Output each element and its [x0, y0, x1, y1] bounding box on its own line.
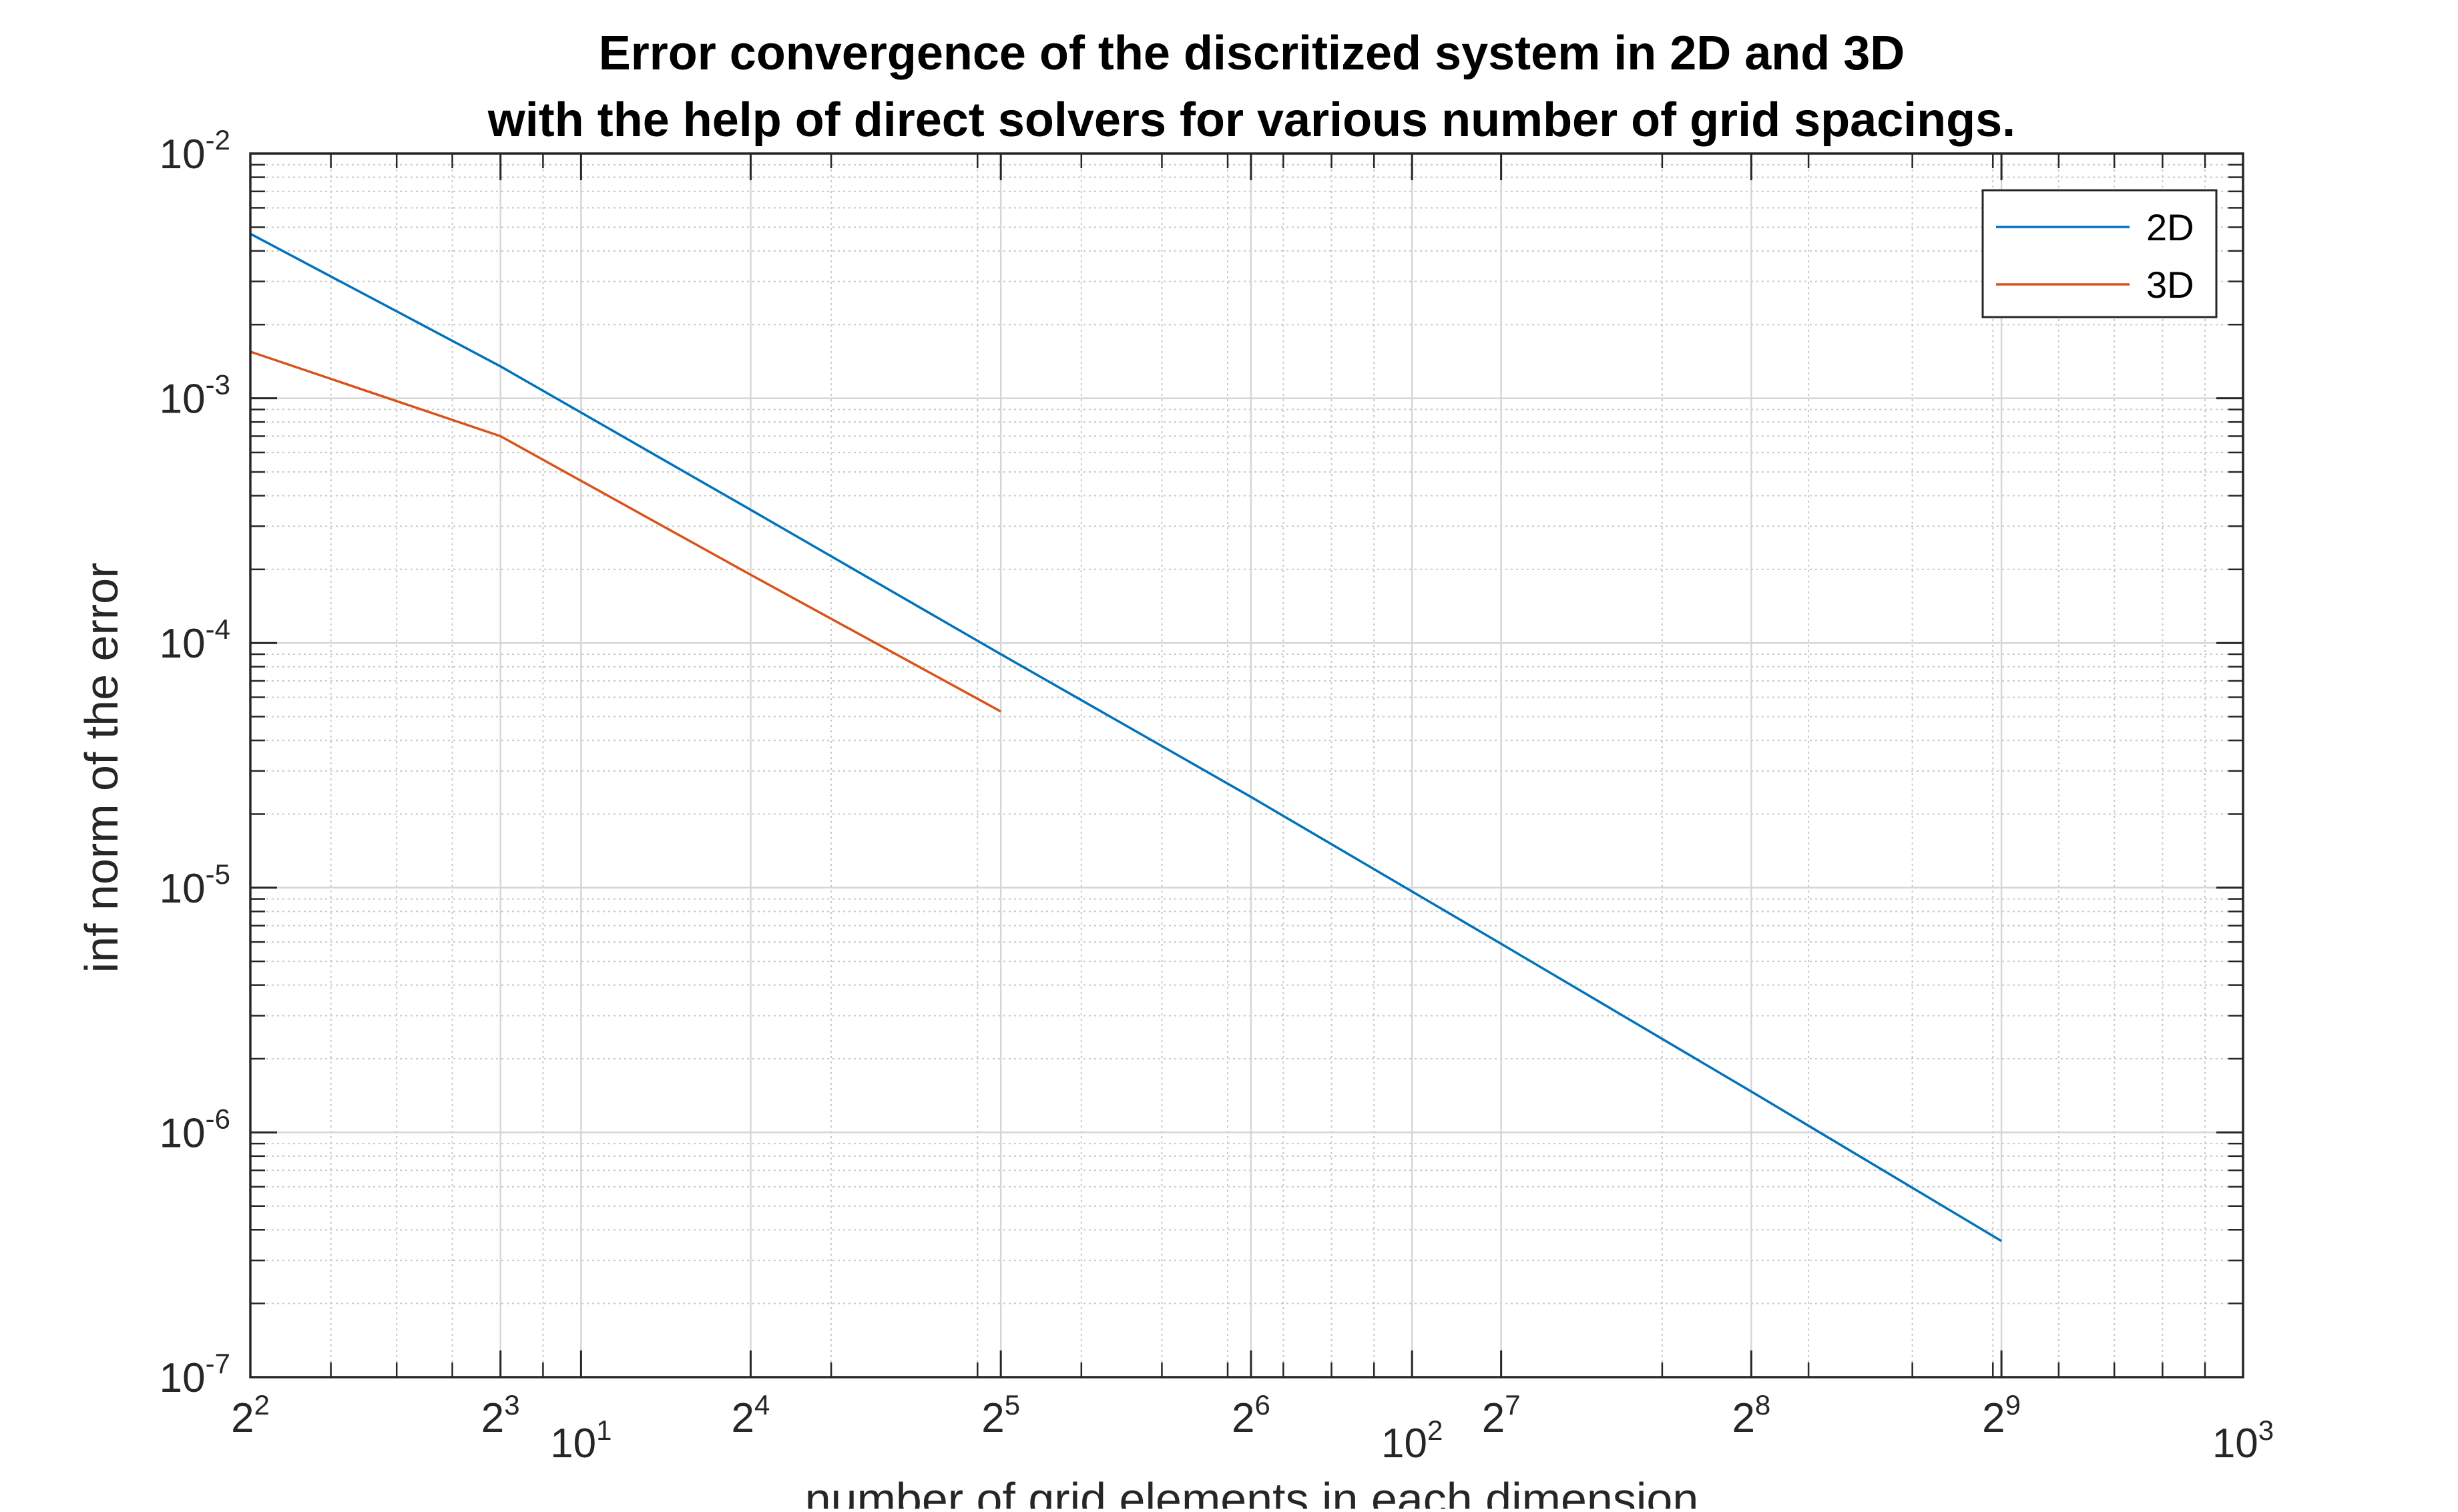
axes-box [249, 152, 2244, 1378]
legend-label-2d: 2D [2146, 206, 2194, 248]
major-gridlines [250, 154, 2243, 1377]
x-tick-label: 102 [1381, 1415, 1443, 1467]
x-tick-label: 25 [981, 1389, 1020, 1441]
y-tick-label: 10-7 [160, 1348, 230, 1401]
x-tick-labels: 22 23 101 24 25 26 102 27 28 29 103 [231, 1389, 2274, 1467]
x-tick-label: 24 [732, 1389, 770, 1441]
chart-title-line-1: Error convergence of the discritized sys… [599, 27, 1905, 80]
x-tick-label: 27 [1482, 1389, 1521, 1441]
series-line-3d [250, 350, 1002, 713]
plot-series [250, 232, 2002, 1242]
chart-title-line-2: with the help of direct solvers for vari… [487, 93, 2015, 147]
minor-gridlines [250, 154, 2243, 1377]
series-line-2d [250, 232, 2002, 1242]
x-tick-label: 29 [1982, 1389, 2021, 1441]
axis-ticks [249, 152, 2244, 1378]
y-tick-label: 10-6 [160, 1103, 230, 1156]
y-tick-labels: 10-7 10-6 10-5 10-4 10-3 10-2 [160, 124, 230, 1401]
x-tick-label: 26 [1232, 1389, 1270, 1441]
x-tick-label: 22 [231, 1389, 270, 1441]
x-tick-label: 28 [1732, 1389, 1770, 1441]
chart-title: Error convergence of the discritized sys… [487, 27, 2015, 147]
y-axis-label: inf norm of the error [75, 563, 128, 973]
y-tick-label: 10-4 [160, 613, 230, 667]
legend-label-3d: 3D [2146, 264, 2194, 306]
axes-frame [249, 152, 2244, 1378]
y-tick-label: 10-2 [160, 124, 230, 178]
x-tick-label: 103 [2212, 1415, 2274, 1467]
y-tick-label: 10-5 [160, 858, 230, 912]
legend-box [1981, 189, 2218, 318]
x-tick-label: 23 [481, 1389, 520, 1441]
x-tick-label: 101 [550, 1415, 611, 1467]
x-axis-label: number of grid elements in each dimensio… [805, 1473, 1699, 1509]
y-tick-label: 10-3 [160, 369, 230, 423]
